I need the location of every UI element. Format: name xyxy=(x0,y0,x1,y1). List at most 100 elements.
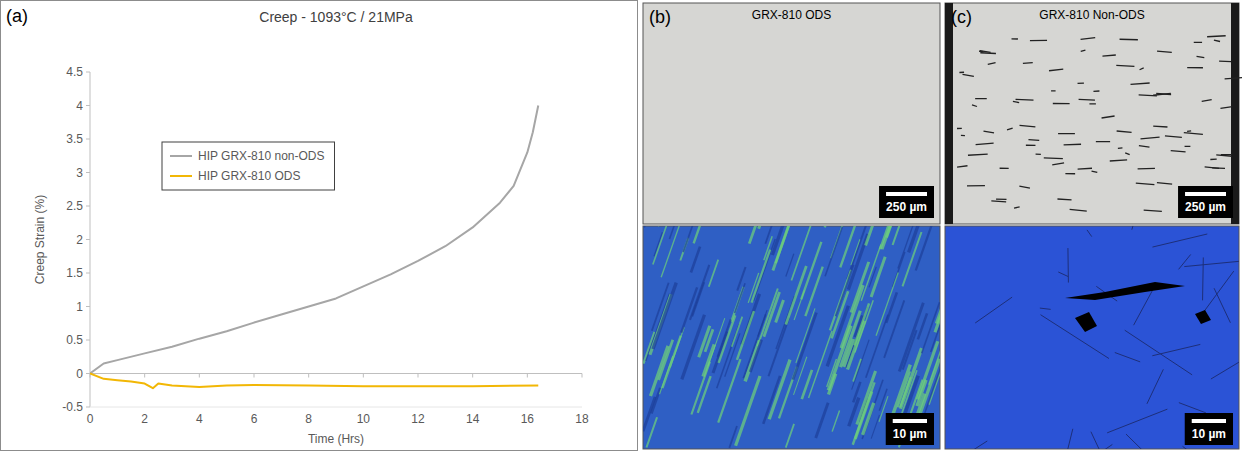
texture-streak xyxy=(713,332,728,373)
y-tick xyxy=(86,373,90,374)
chart-title: Creep - 1093°C / 21MPa xyxy=(259,9,413,25)
texture-streak xyxy=(899,303,923,372)
crack xyxy=(1102,55,1115,56)
crack xyxy=(1093,90,1099,92)
x-tick-label: 0 xyxy=(87,412,94,426)
crack xyxy=(1225,78,1242,79)
grain-boundary xyxy=(1179,403,1206,413)
crack xyxy=(1219,60,1231,62)
crack xyxy=(1052,163,1064,165)
texture-streak xyxy=(758,288,778,346)
texture-streak xyxy=(729,426,737,448)
x-tick xyxy=(199,374,200,378)
crack xyxy=(1102,116,1115,118)
grain-boundary xyxy=(1200,271,1234,317)
scale-bar-box xyxy=(879,186,934,218)
series-group xyxy=(90,106,538,389)
crack xyxy=(1140,68,1144,70)
crack xyxy=(1194,42,1202,43)
texture-streak xyxy=(825,226,837,227)
series-line xyxy=(90,374,538,389)
texture-streak xyxy=(646,417,657,447)
texture-streak xyxy=(886,292,897,323)
crack xyxy=(1171,151,1186,152)
crack xyxy=(1007,128,1013,130)
texture-streak xyxy=(709,260,718,287)
texture-streak xyxy=(725,333,740,376)
crack xyxy=(1120,39,1138,41)
texture-streak xyxy=(698,376,711,413)
x-tick xyxy=(308,374,309,378)
crack xyxy=(1185,146,1191,147)
crack xyxy=(1000,168,1009,169)
texture-streak xyxy=(922,352,940,420)
texture xyxy=(643,226,940,448)
texture-streak xyxy=(840,226,864,267)
texture-streak xyxy=(871,415,879,439)
crack xyxy=(959,72,964,74)
texture-streak xyxy=(745,340,759,381)
texture-streak xyxy=(853,382,875,444)
crack xyxy=(1092,171,1098,172)
y-tick-label: 0 xyxy=(76,367,83,381)
crack xyxy=(983,131,994,133)
ebsd-image xyxy=(643,226,940,449)
y-tick xyxy=(86,340,90,341)
grain-boundary xyxy=(1211,346,1239,379)
crack xyxy=(1138,168,1155,170)
crack xyxy=(1156,93,1171,94)
y-tick-label: 3 xyxy=(76,166,83,180)
texture-streak xyxy=(736,376,760,446)
x-tick-label: 6 xyxy=(251,412,258,426)
x-tick xyxy=(363,374,364,378)
x-tick xyxy=(582,374,583,378)
texture-streak xyxy=(659,340,673,380)
texture-streak xyxy=(644,226,658,227)
legend-box xyxy=(162,142,335,190)
texture-streak xyxy=(827,359,837,387)
texture-streak xyxy=(683,226,697,252)
crack xyxy=(1079,99,1095,101)
crack xyxy=(1157,51,1172,52)
x-tick xyxy=(254,374,255,378)
grain-boundary xyxy=(1183,446,1198,449)
texture-streak xyxy=(929,335,940,385)
scale-bar-label: 250 µm xyxy=(1185,200,1226,214)
crack xyxy=(991,200,1006,202)
texture-streak xyxy=(805,267,822,317)
grain-boundary xyxy=(1134,288,1154,325)
crack xyxy=(1205,167,1220,168)
x-axis-title: Time (Hrs) xyxy=(308,432,364,446)
scale-bar xyxy=(893,419,927,423)
crack xyxy=(1023,62,1033,64)
x-axis xyxy=(90,373,582,374)
texture-streak xyxy=(866,315,888,378)
texture-streak xyxy=(876,272,898,335)
y-tick-label: 2.5 xyxy=(66,199,83,213)
grain-boundary xyxy=(1066,429,1073,449)
x-tick-label: 12 xyxy=(411,412,425,426)
texture-streak xyxy=(832,411,839,432)
crack xyxy=(1153,93,1171,95)
texture-streak xyxy=(691,247,700,273)
texture-streak xyxy=(749,226,762,244)
crack xyxy=(957,128,962,129)
texture-streak xyxy=(854,303,869,345)
grain-boundary xyxy=(1214,288,1230,323)
crack xyxy=(1089,103,1095,104)
crack xyxy=(1221,154,1232,155)
void xyxy=(1065,282,1185,300)
grain-boundary xyxy=(1152,344,1200,355)
x-tick xyxy=(527,374,528,378)
sample-edge xyxy=(945,3,953,224)
x-tick-label: 18 xyxy=(575,412,589,426)
crack xyxy=(1064,144,1081,146)
optical-image xyxy=(945,3,1239,224)
void xyxy=(1075,312,1097,332)
x-tick-label: 14 xyxy=(466,412,480,426)
grain-boundary xyxy=(1147,369,1163,404)
x-tick-label: 4 xyxy=(196,412,203,426)
texture-streak xyxy=(904,376,918,416)
crack xyxy=(957,166,967,167)
optical-image xyxy=(643,3,940,224)
